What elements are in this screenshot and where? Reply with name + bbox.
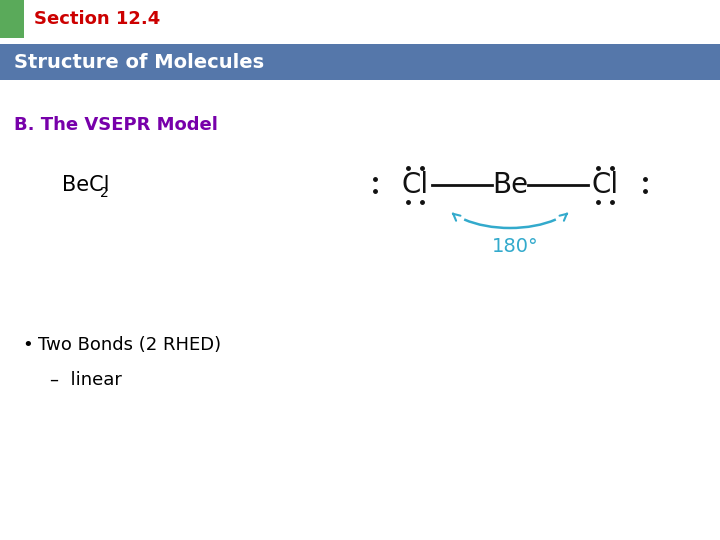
Text: •: • bbox=[22, 336, 32, 354]
FancyBboxPatch shape bbox=[0, 0, 24, 38]
Text: Cl: Cl bbox=[402, 171, 428, 199]
Text: Cl: Cl bbox=[591, 171, 618, 199]
Text: B. The VSEPR Model: B. The VSEPR Model bbox=[14, 116, 218, 134]
Text: 2: 2 bbox=[100, 186, 109, 200]
Text: 180°: 180° bbox=[492, 237, 539, 255]
FancyBboxPatch shape bbox=[24, 0, 304, 38]
Text: Be: Be bbox=[492, 171, 528, 199]
Text: Section 12.4: Section 12.4 bbox=[34, 10, 161, 28]
FancyBboxPatch shape bbox=[0, 44, 720, 80]
Text: –  linear: – linear bbox=[50, 371, 122, 389]
Text: Two Bonds (2 RHED): Two Bonds (2 RHED) bbox=[38, 336, 221, 354]
PathPatch shape bbox=[0, 0, 304, 38]
Text: BeCl: BeCl bbox=[62, 175, 109, 195]
Text: Structure of Molecules: Structure of Molecules bbox=[14, 52, 264, 71]
